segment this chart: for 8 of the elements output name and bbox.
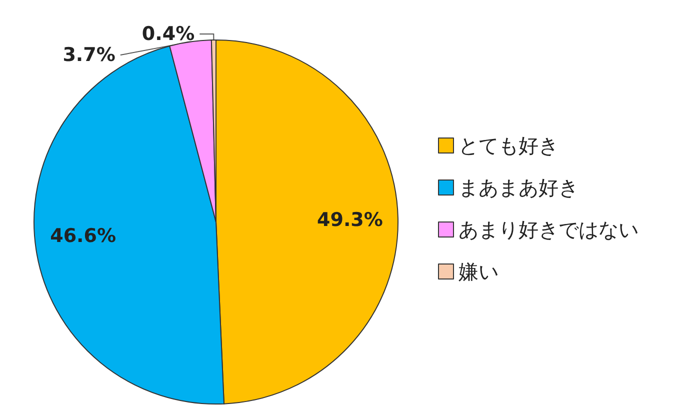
- data-label: 49.3%: [317, 208, 383, 231]
- data-label: 0.4%: [142, 23, 195, 46]
- legend-label: あまり好きではない: [458, 218, 638, 242]
- legend-label: 嫌い: [458, 260, 498, 284]
- legend-label: とても好き: [458, 134, 558, 158]
- data-label: 3.7%: [62, 44, 116, 66]
- data-label: 46.6%: [50, 225, 116, 248]
- legend-label: まあまあ好き: [458, 176, 578, 200]
